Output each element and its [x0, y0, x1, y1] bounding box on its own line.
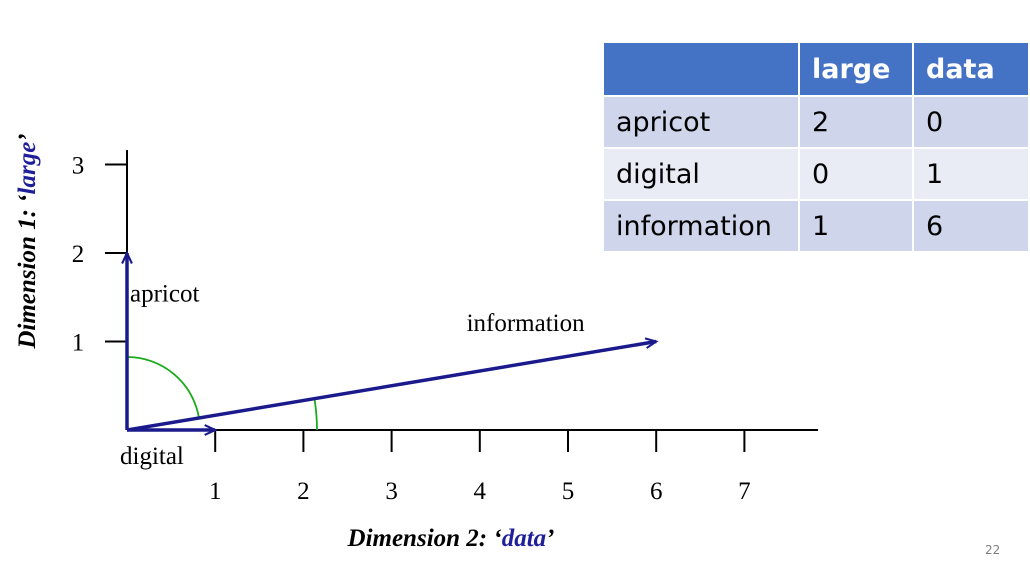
- y-tick-label: 3: [72, 153, 85, 180]
- y-axis-title: Dimension 1: ‘large’: [14, 133, 41, 349]
- vector-information: [126, 342, 656, 432]
- x-tick-label: 6: [650, 478, 663, 505]
- table-cell: apricot: [602, 95, 800, 149]
- table-cell: 1: [912, 147, 1030, 201]
- table-header-row: large data: [602, 41, 1030, 97]
- x-tick-label: 7: [738, 478, 751, 505]
- table-cell: 1: [798, 199, 914, 253]
- x-tick-label: 3: [385, 478, 398, 505]
- table-header-cell: large: [798, 41, 914, 97]
- x-tick-label: 5: [562, 478, 575, 505]
- x-axis-title: Dimension 2: ‘data’: [347, 525, 555, 552]
- x-tick-label: 4: [474, 478, 487, 505]
- count-table: large data apricot 2 0 digital 0 1 infor…: [602, 41, 1030, 253]
- table-row: digital 0 1: [602, 147, 1030, 201]
- axis-ticks: 1 2 3 4 5 6 7 1 2 3: [72, 153, 751, 506]
- table-header-cell: [602, 41, 800, 97]
- table-row: information 1 6: [602, 199, 1030, 253]
- page-number: 22: [985, 543, 1001, 557]
- information-axis-angle-arc: [313, 398, 318, 431]
- y-tick-label: 2: [72, 241, 85, 268]
- table-cell: information: [602, 199, 800, 253]
- table-cell: digital: [602, 147, 800, 201]
- x-tick-label: 1: [209, 478, 222, 505]
- vector-label-apricot: apricot: [130, 281, 199, 308]
- vectors: [127, 253, 656, 430]
- vector-label-information: information: [467, 310, 586, 337]
- table-row: apricot 2 0: [602, 95, 1030, 149]
- table-cell: 6: [912, 199, 1030, 253]
- y-tick-label: 1: [72, 330, 85, 357]
- vector-label-digital: digital: [120, 443, 184, 470]
- angle-arcs: [126, 356, 318, 431]
- vector-labels: apricot digital information: [120, 281, 585, 470]
- x-tick-label: 2: [297, 478, 310, 505]
- table-header-cell: data: [912, 41, 1030, 97]
- apricot-information-angle-arc: [126, 356, 200, 419]
- table-cell: 0: [912, 95, 1030, 149]
- table-cell: 0: [798, 147, 914, 201]
- table-cell: 2: [798, 95, 914, 149]
